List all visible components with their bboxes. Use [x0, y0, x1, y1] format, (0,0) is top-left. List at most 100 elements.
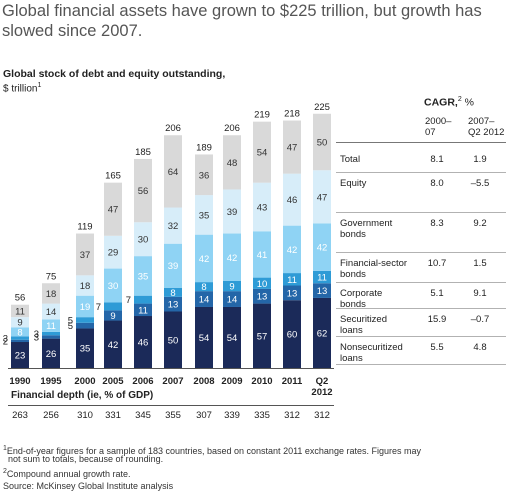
bar-segment — [283, 173, 301, 226]
segment-value-label: 54 — [227, 333, 238, 344]
cagr-value-2000-07: 5.1 — [430, 288, 443, 299]
bar-segment — [11, 342, 29, 368]
segment-value-label: 48 — [227, 158, 238, 169]
cagr-footnote-mark: 2 — [457, 96, 462, 103]
cagr-value-2000-07: 5.5 — [430, 342, 443, 353]
footnote-1: 1End-of-year figures for a sample of 183… — [3, 443, 503, 457]
segment-value-label: 14 — [46, 307, 57, 318]
bar-segment — [76, 328, 94, 368]
bar-segment — [223, 291, 241, 307]
units-text: $ trillion — [3, 83, 38, 95]
segment-value-label: 23 — [15, 351, 26, 362]
cagr-col1-header-line2: 07 — [425, 127, 436, 138]
financial-depth-value: 256 — [43, 410, 59, 421]
segment-value-label: 64 — [168, 167, 179, 178]
bar-segment — [76, 322, 94, 329]
bar-segment — [104, 310, 122, 321]
segment-value-label: 11 — [287, 275, 297, 286]
cagr-value-2007-2012: 4.8 — [473, 342, 486, 353]
bar-segment — [104, 268, 122, 303]
chart-title: Global stock of debt and equity outstand… — [3, 68, 226, 80]
bar-segment — [195, 154, 213, 196]
segment-value-label: 11 — [46, 321, 56, 332]
segment-value-label: 42 — [287, 245, 298, 256]
footnote-2: 2Compound annual growth rate. — [3, 466, 503, 480]
bar-segment — [223, 280, 241, 292]
segment-value-label: 8 — [17, 327, 22, 338]
chart-units: $ trillion1 — [3, 82, 41, 94]
segment-value-label: 3 — [34, 329, 39, 340]
segment-value-label: 39 — [227, 207, 238, 218]
bar-total-label: 189 — [196, 142, 212, 153]
segment-value-label: 56 — [138, 186, 149, 197]
segment-value-label: 11 — [15, 306, 25, 317]
segment-value-label: 54 — [199, 333, 210, 344]
bar-segment — [164, 243, 182, 288]
segment-value-label: 57 — [257, 331, 268, 342]
cagr-row-label: bonds — [340, 269, 366, 280]
segment-value-label: 35 — [199, 210, 210, 221]
bar-segment — [283, 285, 301, 301]
bar-segment — [42, 319, 60, 332]
cagr-col2-header: 2007– Q2 2012 — [468, 116, 504, 138]
financial-depth-value: 339 — [224, 410, 240, 421]
financial-depth-title: Financial depth (ie, % of GDP) — [11, 390, 154, 401]
bar-segment — [223, 135, 241, 190]
bar-segment — [11, 327, 29, 337]
x-tick-label: 2011 — [282, 376, 303, 387]
cagr-row-label: Equity — [340, 178, 367, 189]
cagr-row-label: bonds — [340, 229, 366, 240]
segment-value-label: 13 — [317, 286, 328, 297]
bar-segment — [164, 207, 182, 244]
cagr-row-label: loans — [340, 325, 363, 336]
financial-depth-value: 312 — [284, 410, 300, 421]
footnote-1-continued: not sum to totals, because of rounding. — [8, 454, 164, 464]
segment-value-label: 11 — [138, 305, 148, 316]
bar-segment — [283, 225, 301, 274]
bar-segment — [104, 235, 122, 269]
cagr-value-2007-2012: –0.7 — [471, 314, 490, 325]
segment-value-label: 47 — [108, 205, 119, 216]
bar-segment — [253, 277, 271, 289]
bar-segment — [104, 320, 122, 368]
segment-value-label: 26 — [46, 349, 57, 360]
segment-value-label: 11 — [317, 273, 327, 284]
segment-value-label: 32 — [168, 221, 179, 232]
segment-value-label: 3 — [3, 334, 8, 345]
cagr-value-2007-2012: 1.9 — [473, 154, 486, 165]
cagr-value-2007-2012: 9.2 — [473, 218, 486, 229]
segment-value-label: 14 — [227, 295, 238, 306]
bar-segment — [223, 233, 241, 281]
segment-value-label: 46 — [138, 338, 149, 349]
footnote-2-text: Compound annual growth rate. — [6, 469, 131, 479]
bar-segment — [76, 233, 94, 276]
segment-value-label: 62 — [317, 328, 328, 339]
cagr-value-2000-07: 8.1 — [430, 154, 443, 165]
bar-segment — [313, 170, 331, 224]
bar-segment — [134, 316, 152, 368]
bar-segment — [313, 283, 331, 298]
bar-segment — [134, 222, 152, 257]
financial-depth-value: 263 — [12, 410, 28, 421]
segment-value-label: 37 — [80, 250, 91, 261]
cagr-row-label: Financial-sector — [340, 258, 407, 269]
cagr-row-label: bonds — [340, 299, 366, 310]
bar-segment — [253, 303, 271, 368]
source-note: Source: McKinsey Global Institute analys… — [3, 481, 174, 491]
bar-segment — [253, 182, 271, 232]
bar-segment — [313, 223, 331, 271]
segment-value-label: 30 — [138, 235, 149, 246]
bar-segment — [42, 331, 60, 336]
bar-segment — [11, 336, 29, 340]
cagr-value-2000-07: 10.7 — [428, 258, 447, 269]
segment-value-label: 30 — [108, 281, 119, 292]
financial-depth-value: 335 — [254, 410, 270, 421]
bar-segment — [313, 270, 331, 284]
bar-segment — [42, 338, 60, 368]
bar-total-label: 165 — [105, 171, 121, 182]
segment-value-label: 7 — [126, 295, 131, 306]
bar-segment — [134, 158, 152, 223]
segment-value-label: 8 — [201, 282, 206, 293]
cagr-row-label: Securitized — [340, 314, 387, 325]
